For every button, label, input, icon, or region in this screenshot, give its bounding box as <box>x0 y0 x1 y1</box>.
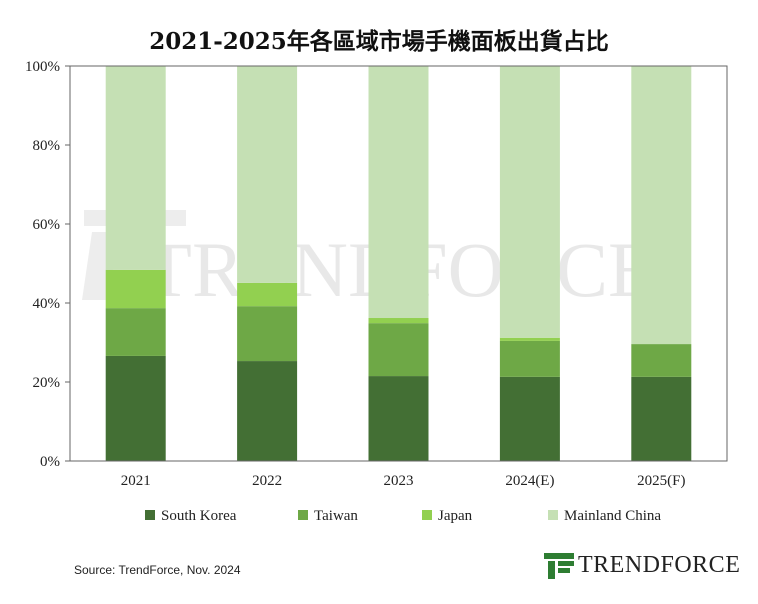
bar-mainland-china-2025(F) <box>631 66 692 345</box>
bar-mainland-china-2021 <box>105 66 166 270</box>
y-tick-label: 100% <box>25 59 60 75</box>
y-tick-label: 60% <box>33 217 61 233</box>
legend-swatch <box>145 510 155 520</box>
x-tick-label: 2024(E) <box>505 473 554 489</box>
y-tick-label: 40% <box>33 296 61 312</box>
x-tick-label: 2022 <box>252 473 282 489</box>
source-note: Source: TrendForce, Nov. 2024 <box>74 563 241 577</box>
bar-taiwan-2024(E) <box>499 340 560 377</box>
bar-taiwan-2022 <box>237 306 298 362</box>
chart-title: 2021-2025年各區域市場手機面板出貨占比 <box>149 28 609 55</box>
bar-japan-2021 <box>105 269 166 309</box>
x-tick-label: 2021 <box>121 473 151 489</box>
y-tick-label: 80% <box>33 138 61 154</box>
bar-japan-2022 <box>237 282 298 307</box>
bar-mainland-china-2023 <box>368 66 429 319</box>
bar-south-korea-2022 <box>237 361 298 461</box>
logo-icon <box>544 552 574 579</box>
legend-label: Taiwan <box>314 508 358 524</box>
bar-south-korea-2021 <box>105 355 166 461</box>
bar-japan-2024(E) <box>499 337 560 341</box>
bar-mainland-china-2024(E) <box>499 66 560 338</box>
legend-swatch <box>548 510 558 520</box>
legend-label: Japan <box>438 508 473 524</box>
bar-south-korea-2023 <box>368 376 429 461</box>
bar-taiwan-2021 <box>105 308 166 356</box>
legend-label: Mainland China <box>564 508 661 524</box>
bar-south-korea-2025(F) <box>631 376 692 461</box>
plot-border <box>69 65 728 462</box>
x-tick-label: 2023 <box>384 473 414 489</box>
y-tick-label: 20% <box>33 375 61 391</box>
bar-south-korea-2024(E) <box>499 376 560 461</box>
logo-text: TRENDFORCE <box>578 552 741 578</box>
bar-mainland-china-2022 <box>237 66 298 283</box>
bar-japan-2023 <box>368 318 429 324</box>
y-tick-label: 0% <box>40 454 60 470</box>
trendforce-logo: TRENDFORCE <box>544 552 740 579</box>
bar-taiwan-2025(F) <box>631 344 692 377</box>
legend-swatch <box>422 510 432 520</box>
bar-taiwan-2023 <box>368 323 429 377</box>
x-tick-label: 2025(F) <box>637 473 685 489</box>
legend-swatch <box>298 510 308 520</box>
legend-label: South Korea <box>161 508 237 524</box>
